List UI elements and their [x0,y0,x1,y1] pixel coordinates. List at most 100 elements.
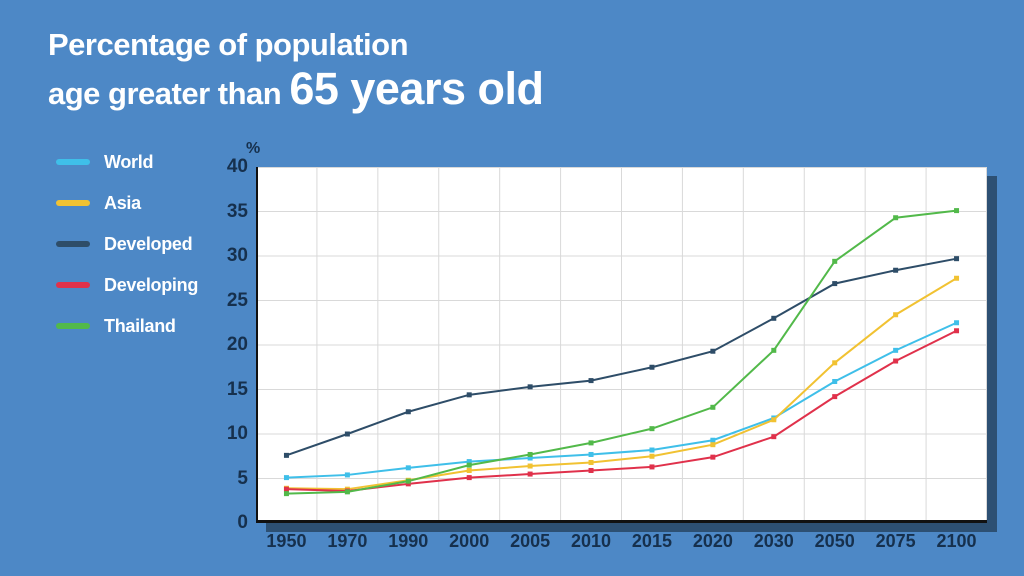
data-point-developed-1970 [344,431,350,437]
legend-label: Thailand [104,315,176,336]
y-tick-label: 20 [226,334,248,355]
y-tick-label: 25 [226,289,248,311]
x-tick-label: 2100 [936,531,977,551]
data-point-developed-2000 [466,392,472,398]
data-point-developed-1950 [283,452,289,458]
legend: World Asia Developed Developing Thailand [56,150,198,338]
data-point-thailand-1990 [405,478,411,484]
data-point-developed-2030 [771,315,777,321]
series-line-thailand [286,209,957,495]
series-line-world [286,321,957,479]
data-point-developing-2000 [466,475,472,481]
legend-swatch-asia [56,200,90,206]
data-point-developed-2010 [588,378,594,384]
data-point-developing-2075 [893,358,899,364]
data-point-developing-2005 [527,471,533,477]
data-point-asia-2030 [771,417,777,423]
data-point-developed-2015 [649,364,655,370]
data-point-developed-2005 [527,384,533,390]
data-point-world-2000 [466,459,472,465]
y-tick-label: 35 [226,200,248,222]
data-point-asia-2075 [893,312,899,318]
data-point-world-1990 [405,465,411,471]
data-point-world-2015 [649,447,655,453]
x-tick-label: 2020 [692,531,733,551]
data-point-thailand-2030 [771,347,777,353]
legend-item-asia: Asia [56,191,198,215]
data-point-thailand-2005 [527,451,533,457]
x-tick-label: 1970 [327,531,368,551]
data-point-world-2075 [893,347,899,353]
legend-label: Developed [104,233,193,254]
data-point-world-2100 [954,320,960,326]
series-line-asia [286,277,958,491]
data-point-developed-1990 [405,409,411,415]
data-point-developing-2100 [954,328,960,334]
data-point-developing-2015 [649,464,655,470]
legend-swatch-developed [56,241,90,247]
line-chart [256,167,987,523]
x-tick-label: 1990 [388,531,429,551]
x-tick-label: 2000 [449,531,490,551]
legend-swatch-developing [56,282,90,288]
data-point-asia-2100 [954,275,960,281]
data-point-developed-2020 [710,348,716,354]
x-tick-label: 2010 [571,531,612,551]
data-point-asia-2010 [588,459,594,465]
data-point-developing-2030 [771,434,777,440]
legend-label: Developing [104,274,199,295]
data-point-thailand-2015 [649,426,655,432]
data-point-thailand-2050 [832,258,838,264]
y-tick-label: 30 [226,245,248,266]
legend-item-thailand: Thailand [56,314,198,338]
data-point-thailand-2000 [466,462,472,468]
legend-swatch-thailand [56,323,90,329]
data-point-thailand-1970 [344,489,350,495]
y-axis-unit-label: % [246,140,261,157]
y-tick-label: 40 [226,156,248,177]
title-line2-prefix: age greater than [48,76,290,111]
data-point-developed-2050 [832,281,838,287]
legend-item-developed: Developed [56,232,198,256]
data-point-asia-2000 [466,467,472,473]
data-point-world-1970 [344,472,350,478]
legend-label: World [104,151,154,172]
title-line-1: Percentage of population [48,27,409,62]
y-tick-label: 15 [226,378,248,400]
legend-swatch-world [56,159,90,165]
data-point-world-2050 [832,378,838,384]
data-point-developing-2010 [588,467,594,473]
x-tick-label: 2015 [631,531,672,551]
data-point-asia-2050 [832,360,838,366]
y-tick-label: 0 [237,512,248,533]
x-tick-label: 2050 [814,531,855,551]
y-tick-label: 5 [237,467,248,489]
data-point-developed-2100 [954,256,960,262]
data-point-developing-2020 [710,454,716,460]
data-point-thailand-2020 [710,404,716,410]
data-point-world-1950 [283,475,289,481]
legend-item-developing: Developing [56,273,198,297]
data-point-world-2020 [710,437,716,443]
data-point-world-2005 [527,455,533,461]
plot-area [256,167,987,523]
series-line-developed [286,257,957,457]
data-point-thailand-1950 [283,491,289,497]
title-line-2: age greater than 65 years old [48,64,544,119]
legend-item-world: World [56,150,198,174]
data-point-developed-2075 [893,267,899,273]
y-tick-label: 10 [226,423,248,444]
data-point-thailand-2075 [893,215,899,221]
x-tick-label: 2075 [875,531,916,551]
data-point-thailand-2100 [954,208,960,214]
data-point-asia-2015 [649,453,655,459]
x-tick-label: 2005 [510,531,551,551]
data-point-thailand-2010 [588,440,594,446]
data-point-asia-2020 [710,442,716,448]
chart-title: Percentage of population age greater tha… [48,26,544,119]
data-point-developing-2050 [832,394,838,400]
data-point-world-2010 [588,451,594,457]
series-line-developing [286,329,957,492]
legend-label: Asia [104,192,141,213]
